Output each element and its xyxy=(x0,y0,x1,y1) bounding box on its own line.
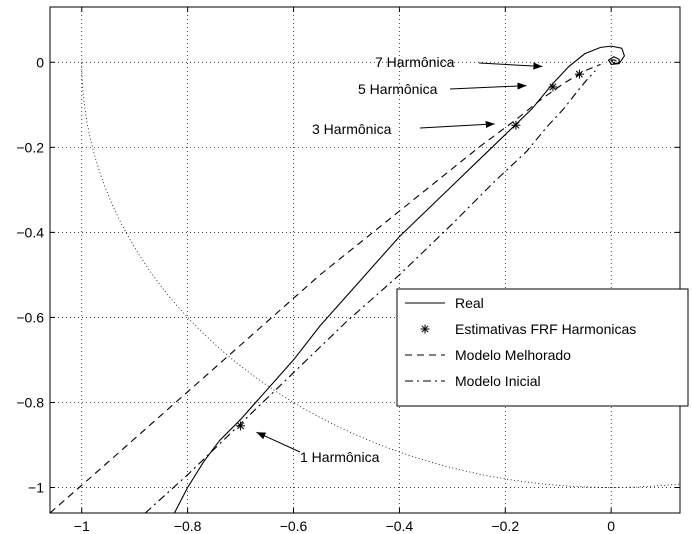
y-tick-label: −0.8 xyxy=(16,394,44,410)
legend-label: Modelo Inicial xyxy=(455,373,541,389)
series-layer xyxy=(50,45,626,513)
marker-point xyxy=(236,421,246,431)
marker-point xyxy=(548,82,558,92)
legend-label: Estimativas FRF Harmonicas xyxy=(455,321,636,337)
annotation-label: 1 Harmônica xyxy=(300,449,380,465)
annotation-layer: 7 Harmônica 5 Harmônica 3 Harmônica 1 Harmô… xyxy=(256,54,543,465)
y-tick-label: −0.4 xyxy=(16,224,44,240)
legend-item: Modelo Inicial xyxy=(405,373,541,389)
legend-marker xyxy=(420,324,430,334)
y-tick-label: −1 xyxy=(28,479,44,495)
unit-circle-reference xyxy=(81,62,680,488)
marker-point xyxy=(574,69,584,79)
x-tick-label: −0.6 xyxy=(280,518,308,534)
marker-layer xyxy=(236,69,584,431)
annotation-arrow xyxy=(449,82,527,90)
x-tick-label: 0 xyxy=(607,518,615,534)
x-tick-label: −0.4 xyxy=(386,518,414,534)
axes-box xyxy=(49,6,681,514)
legend-label: Modelo Melhorado xyxy=(455,347,571,363)
axes: −1 −0.8 −0.6 −0.4 −0.2 0 0 −0.2 −0.4 −0.6 −0.8 −1 xyxy=(16,6,681,534)
annotation-label: 3 Harmônica xyxy=(312,121,392,137)
annotation-label: 5 Harmônica xyxy=(358,81,438,97)
annotation-arrow xyxy=(419,120,495,129)
legend-item: Estimativas FRF Harmonicas xyxy=(420,321,636,337)
y-tick-label: −0.2 xyxy=(16,139,44,155)
annotation-label: 7 Harmônica xyxy=(375,54,455,70)
x-tick-label: −0.2 xyxy=(491,518,519,534)
annotation-arrow xyxy=(478,62,543,70)
x-tick-label: −1 xyxy=(74,518,90,534)
series-modelo-melhorado xyxy=(50,63,601,513)
legend-item: Real xyxy=(405,295,484,311)
legend-box xyxy=(396,288,689,407)
y-tick-label: −0.6 xyxy=(16,309,44,325)
series-modelo-inicial xyxy=(144,70,596,513)
legend-label: Real xyxy=(455,295,484,311)
marker-point xyxy=(511,120,521,130)
unit-circle-curve xyxy=(81,62,680,488)
legend-item: Modelo Melhorado xyxy=(405,347,571,363)
annotation-arrow xyxy=(256,431,301,453)
legend: Real Estimativas FRF Harmonicas Modelo Mel… xyxy=(396,288,689,407)
y-tick-label: 0 xyxy=(36,54,44,70)
x-tick-label: −0.8 xyxy=(174,518,202,534)
